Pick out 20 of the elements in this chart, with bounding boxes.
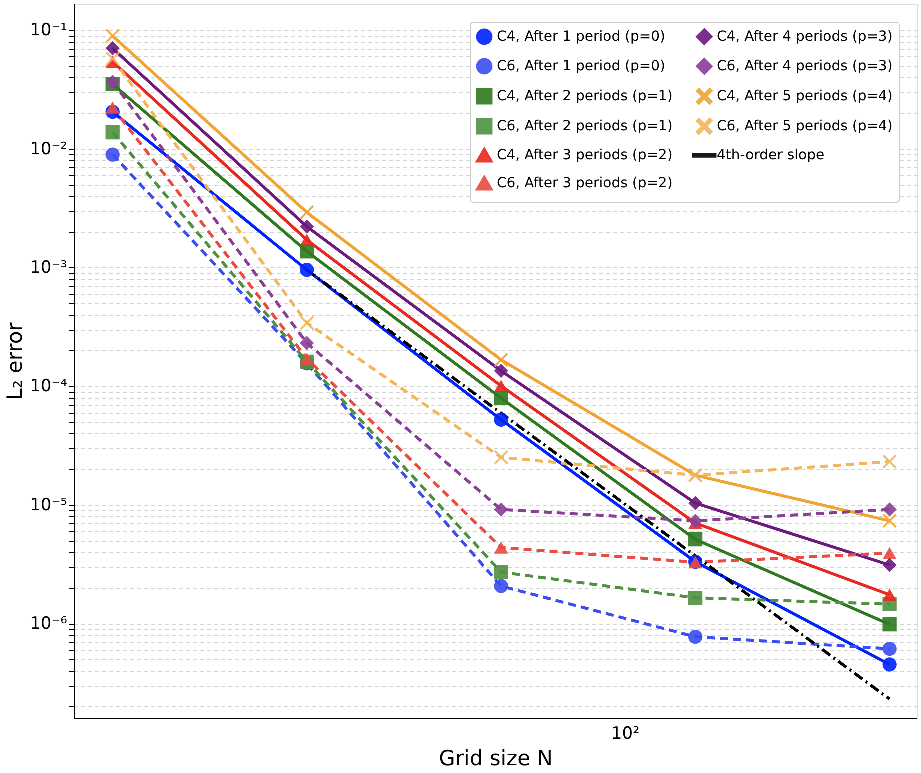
legend-label: C6, After 2 periods (p=1) — [497, 118, 673, 134]
y-tick-label: 10⁻⁵ — [30, 495, 68, 516]
y-tick-label: 10⁻⁶ — [30, 614, 68, 634]
legend-label: C4, After 2 periods (p=1) — [497, 88, 673, 104]
y-tick-label: 10⁻³ — [30, 258, 68, 278]
y-axis-title: L₂ error — [3, 322, 28, 400]
legend-label: C4, After 5 periods (p=4) — [717, 88, 893, 104]
legend-label: C4, After 1 period (p=0) — [497, 28, 666, 45]
legend-label: C6, After 5 periods (p=4) — [717, 118, 893, 134]
y-tick-label: 10⁻² — [30, 139, 68, 160]
legend-label: C4, After 4 periods (p=3) — [717, 28, 893, 45]
legend-label: 4th-order slope — [717, 148, 825, 164]
x-axis-title: Grid size N — [439, 746, 553, 770]
legend-label: C6, After 4 periods (p=3) — [717, 58, 893, 74]
y-tick-label: 10⁻¹ — [30, 20, 68, 41]
text: 10² — [611, 724, 640, 744]
legend-label: C6, After 3 periods (p=2) — [497, 176, 673, 192]
legend-label: C4, After 3 periods (p=2) — [497, 148, 673, 164]
legend-label: C6, After 1 period (p=0) — [497, 58, 666, 74]
y-tick-label: 10⁻⁴ — [30, 376, 68, 397]
